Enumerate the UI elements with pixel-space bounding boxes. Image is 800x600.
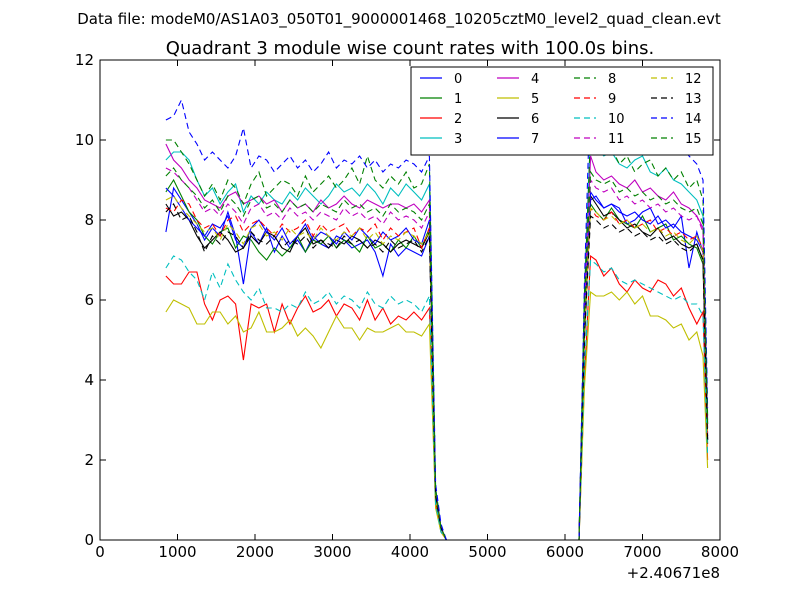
series-line-7	[165, 187, 709, 541]
series-line-5	[165, 290, 709, 541]
x-tick-label: 0	[95, 543, 105, 561]
x-tick-label: 5000	[468, 543, 506, 561]
x-offset-label: +2.40671e8	[627, 564, 720, 582]
legend-label-1: 1	[454, 92, 462, 107]
y-tick-label: 6	[84, 291, 94, 309]
series-line-13	[165, 203, 709, 541]
series-line-8	[165, 131, 709, 541]
series-line-12	[165, 195, 709, 541]
legend-label-4: 4	[531, 72, 539, 87]
series-line-11	[165, 167, 709, 541]
y-tick-label: 0	[84, 531, 94, 549]
legend-label-7: 7	[531, 132, 539, 147]
series-layer	[165, 79, 709, 541]
suptitle: Data file: modeM0/AS1A03_050T01_90000014…	[77, 10, 721, 29]
x-tick-label: 3000	[313, 543, 351, 561]
x-tick-label: 7000	[623, 543, 661, 561]
series-line-9	[165, 199, 709, 541]
x-tick-label: 6000	[546, 543, 584, 561]
legend-label-12: 12	[685, 72, 702, 87]
x-tick-label: 2000	[236, 543, 274, 561]
plot-frame	[99, 59, 721, 541]
legend-label-3: 3	[454, 132, 462, 147]
y-tick-label: 12	[75, 51, 94, 69]
x-tick-label: 1000	[158, 543, 196, 561]
legend-label-13: 13	[685, 92, 702, 107]
series-line-4	[165, 143, 709, 541]
legend-label-10: 10	[608, 112, 625, 127]
legend-label-9: 9	[608, 92, 616, 107]
x-tick-label: 8000	[701, 543, 739, 561]
series-line-15	[165, 167, 709, 541]
legend-label-2: 2	[454, 112, 462, 127]
series-line-14	[165, 79, 709, 541]
series-line-0	[165, 186, 709, 541]
y-tick-label: 10	[75, 131, 94, 149]
y-tick-label: 2	[84, 451, 94, 469]
series-line-6	[165, 194, 709, 541]
legend-label-15: 15	[685, 132, 702, 147]
legend-label-11: 11	[608, 132, 625, 147]
y-tick-label: 4	[84, 371, 94, 389]
legend-box	[410, 66, 714, 156]
legend-label-8: 8	[608, 72, 616, 87]
legend-label-5: 5	[531, 92, 539, 107]
legend-label-14: 14	[685, 112, 702, 127]
axis-ticks: 0 1000 2000 3000 4000 5000 6000 7000 80000246810…	[75, 51, 739, 561]
legend-label-6: 6	[531, 112, 539, 127]
x-tick-label: 4000	[391, 543, 429, 561]
series-line-10	[165, 255, 709, 541]
legend-label-0: 0	[454, 72, 462, 87]
chart-title: Quadrant 3 module wise count rates with …	[166, 38, 655, 59]
y-tick-label: 8	[84, 211, 94, 229]
series-line-1	[165, 178, 709, 541]
